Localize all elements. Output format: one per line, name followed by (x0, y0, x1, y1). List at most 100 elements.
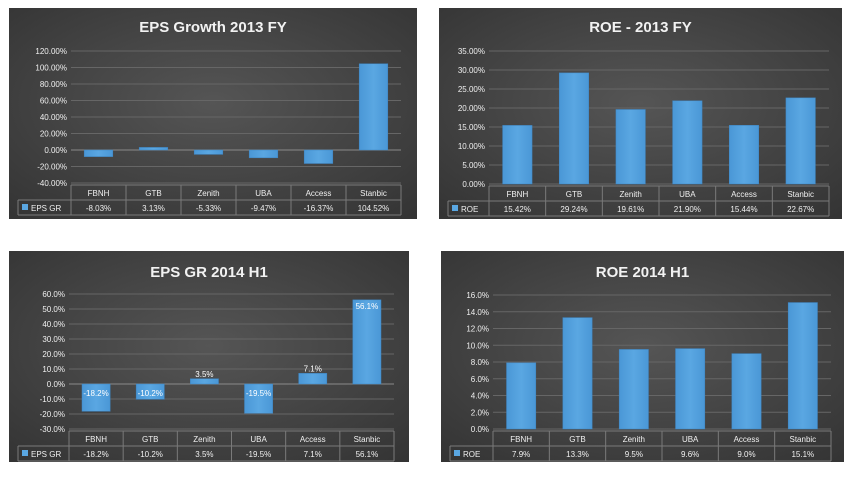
bar-uba (672, 100, 703, 185)
table-value-stanbic: 22.67% (787, 205, 814, 214)
y-tick-label: 0.00% (462, 180, 485, 189)
table-value-access: 7.1% (304, 450, 322, 459)
table-value-uba: -19.5% (246, 450, 271, 459)
table-value-fbnh: -18.2% (83, 450, 108, 459)
y-tick-label: 40.00% (40, 113, 67, 122)
bar-gtb (559, 72, 589, 185)
chart-roe-2013-fy: ROE - 2013 FY 35.00% 30.00% 25.00% 20.00% 15.… (439, 8, 842, 219)
category-label-uba: UBA (250, 435, 267, 444)
category-label-fbnh: FBNH (88, 189, 110, 198)
legend-series-name: EPS GR (31, 450, 61, 459)
chart-background (9, 8, 417, 219)
table-value-uba: 9.6% (681, 450, 699, 459)
category-label-zenith: Zenith (197, 189, 219, 198)
table-value-zenith: 3.5% (195, 450, 213, 459)
y-tick-label: 60.00% (40, 97, 67, 106)
bar-zenith (618, 349, 649, 430)
bar-zenith (190, 378, 219, 385)
bar-access (731, 353, 762, 430)
table-value-uba: -9.47% (251, 204, 276, 213)
legend-key (452, 205, 458, 211)
table-value-gtb: 3.13% (142, 204, 165, 213)
legend-key (22, 450, 28, 456)
bar-uba (248, 149, 279, 159)
bar-fbnh (83, 149, 114, 157)
data-label-fbnh: -18.2% (83, 389, 108, 398)
table-value-fbnh: -8.03% (86, 204, 111, 213)
data-label-access: 7.1% (304, 364, 322, 373)
bar-fbnh (502, 125, 533, 185)
y-tick-label: 0.0% (47, 380, 65, 389)
y-tick-label: 16.0% (466, 291, 489, 300)
y-tick-label: 12.0% (466, 325, 489, 334)
y-tick-label: -30.0% (40, 425, 65, 434)
table-value-zenith: 19.61% (617, 205, 644, 214)
category-label-uba: UBA (255, 189, 272, 198)
chart-svg: EPS GR 2014 H1 60.0% 50.0% 40.0% 30.0% 20.0% 1… (9, 251, 409, 462)
table-value-fbnh: 7.9% (512, 450, 530, 459)
category-label-stanbic: Stanbic (789, 435, 816, 444)
y-tick-label: 14.0% (466, 308, 489, 317)
table-value-stanbic: 104.52% (358, 204, 390, 213)
category-label-fbnh: FBNH (506, 190, 528, 199)
legend-series-name: EPS GR (31, 204, 61, 213)
y-tick-label: 8.0% (471, 358, 489, 367)
table-value-uba: 21.90% (674, 205, 701, 214)
y-tick-label: 4.0% (471, 392, 489, 401)
y-tick-label: 6.0% (471, 375, 489, 384)
chart-eps-growth-2013-fy: EPS Growth 2013 FY 120.00% 100.00% 80.00% 60… (9, 8, 417, 219)
y-tick-label: 30.00% (458, 66, 485, 75)
y-tick-label: -40.00% (37, 179, 67, 188)
category-label-gtb: GTB (566, 190, 582, 199)
chart-title: ROE 2014 H1 (596, 264, 689, 281)
bar-zenith (193, 149, 224, 155)
bar-stanbic (352, 299, 382, 385)
category-label-access: Access (300, 435, 326, 444)
category-label-gtb: GTB (142, 435, 158, 444)
y-tick-label: 120.00% (35, 47, 67, 56)
y-tick-label: -20.0% (40, 410, 65, 419)
category-label-zenith: Zenith (193, 435, 215, 444)
bar-access (303, 149, 334, 164)
table-value-zenith: -5.33% (196, 204, 221, 213)
y-tick-label: 0.0% (471, 425, 489, 434)
category-label-access: Access (306, 189, 332, 198)
category-label-access: Access (734, 435, 760, 444)
category-label-uba: UBA (682, 435, 699, 444)
chart-svg: ROE 2014 H1 16.0% 14.0% 12.0% 10.0% 8.0% 6.0% 4… (441, 251, 844, 462)
chart-title: ROE - 2013 FY (589, 19, 692, 36)
y-tick-label: 2.0% (471, 408, 489, 417)
y-tick-label: 40.0% (42, 320, 65, 329)
data-table: FBNH -18.2% GTB -10.2% Zenith 3.5% UBA -19.5% Ac… (17, 430, 395, 462)
y-tick-label: 10.00% (458, 142, 485, 151)
table-value-stanbic: 15.1% (791, 450, 814, 459)
chart-eps-gr-2014-h1: EPS GR 2014 H1 60.0% 50.0% 40.0% 30.0% 20.0% 1… (9, 251, 409, 462)
y-tick-label: 100.00% (35, 64, 67, 73)
category-label-fbnh: FBNH (510, 435, 532, 444)
table-value-gtb: -10.2% (138, 450, 163, 459)
table-value-access: 15.44% (730, 205, 757, 214)
data-label-uba: -19.5% (246, 389, 271, 398)
y-tick-label: 0.00% (44, 146, 67, 155)
bar-gtb (135, 383, 165, 400)
category-label-access: Access (731, 190, 757, 199)
bar-access (729, 125, 759, 185)
bar-fbnh (506, 362, 537, 430)
bar-zenith (615, 109, 646, 185)
y-tick-label: 25.00% (458, 85, 485, 94)
chart-title: EPS GR 2014 H1 (150, 264, 268, 281)
category-label-fbnh: FBNH (85, 435, 107, 444)
chart-title: EPS Growth 2013 FY (139, 19, 287, 36)
category-label-gtb: GTB (569, 435, 585, 444)
table-value-stanbic: 56.1% (356, 450, 379, 459)
table-value-zenith: 9.5% (625, 450, 643, 459)
bar-uba (675, 348, 706, 430)
table-value-gtb: 29.24% (560, 205, 587, 214)
y-tick-label: 60.0% (42, 290, 65, 299)
data-table: FBNH 15.42% GTB 29.24% Zenith 19.61% UBA 21.90%… (447, 185, 830, 217)
y-tick-label: 50.0% (42, 305, 65, 314)
bar-stanbic (785, 97, 816, 185)
legend-series-name: ROE (463, 450, 480, 459)
y-tick-label: 5.00% (462, 161, 485, 170)
bar-gtb (138, 147, 169, 151)
